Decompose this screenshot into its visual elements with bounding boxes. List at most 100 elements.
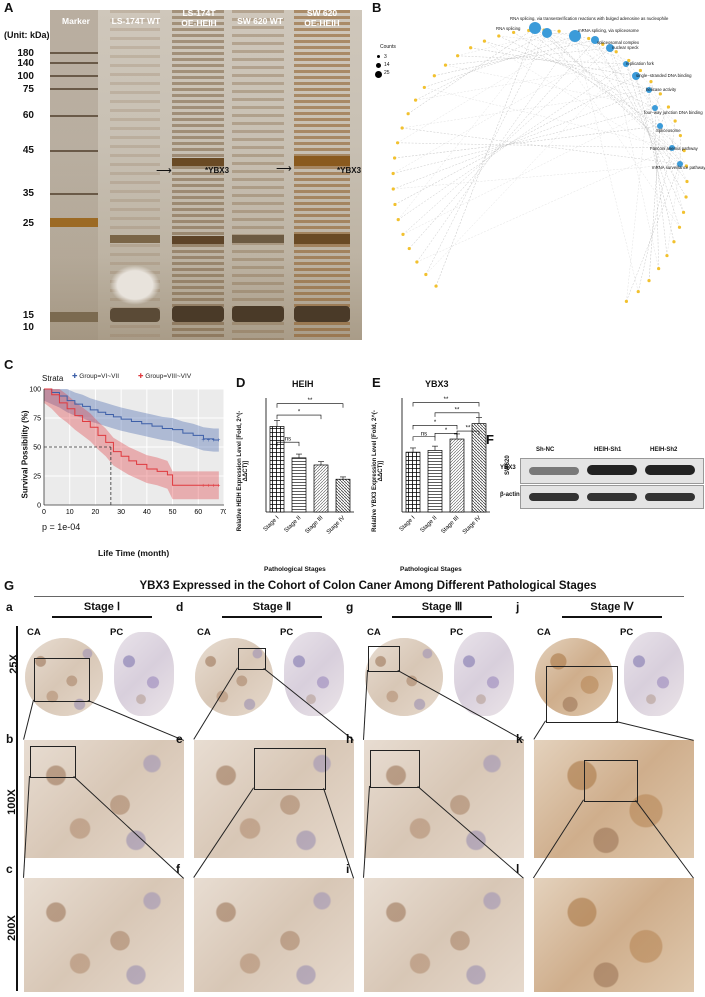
- term-node: [669, 145, 675, 151]
- wb-cell-line: SW620: [505, 455, 511, 475]
- panel-g-label: G: [4, 578, 15, 593]
- network-edge: [397, 35, 576, 143]
- term-node: [623, 61, 629, 67]
- network-edge: [434, 39, 596, 76]
- sublabel-6: g: [346, 600, 354, 614]
- tissue-100x-4: [534, 740, 694, 858]
- sublabel-0: a: [6, 600, 13, 614]
- network-edge: [666, 163, 681, 256]
- sig-label: **: [444, 397, 449, 403]
- gene-node: [432, 74, 436, 78]
- silver-stain-gel: Marker LS-174T WT LS-174T OE-HEIH SW 620 …: [50, 10, 362, 340]
- gene-node: [456, 54, 460, 58]
- gene-node: [401, 232, 405, 236]
- network-edge: [543, 29, 650, 91]
- term-node: [652, 105, 658, 111]
- bar-0: [405, 451, 421, 513]
- mw-25: 25: [22, 218, 34, 229]
- gene-node: [685, 179, 689, 184]
- tissue-200x-1: [24, 878, 184, 992]
- lane-label-4: SW 620 OE-HEIH: [304, 10, 340, 28]
- stage-4-underline: [562, 616, 662, 618]
- zoom-box-100x-1: [30, 746, 76, 778]
- network-edge: [394, 125, 661, 159]
- mag-divider: [16, 626, 18, 991]
- network-edge: [408, 27, 536, 114]
- term-node: [632, 72, 640, 80]
- gene-node: [406, 112, 410, 116]
- mw-15: 15: [22, 310, 34, 321]
- panel-c-label: C: [4, 357, 14, 372]
- survival-ylabel: Survival Possibility (%): [20, 410, 30, 499]
- mw-10: 10: [22, 322, 34, 333]
- network-edge: [393, 107, 656, 174]
- title-rule: [34, 596, 684, 597]
- mw-35: 35: [22, 188, 34, 199]
- sig-label: *: [434, 420, 437, 426]
- mw-140: 140: [17, 58, 34, 69]
- ca-label-4: CA: [537, 627, 551, 638]
- network-edge: [393, 89, 650, 190]
- network-edge: [513, 32, 661, 127]
- gene-node: [415, 260, 419, 264]
- bar-0: [269, 426, 285, 513]
- bar-2: [449, 438, 465, 513]
- gene-node: [601, 42, 605, 46]
- sublabel-2: c: [6, 862, 13, 876]
- stage-3-underline: [392, 616, 492, 618]
- sublabel-9: j: [516, 600, 520, 614]
- lane-label-marker: Marker: [62, 16, 90, 26]
- lane-sw620-wt: [232, 10, 284, 340]
- stage-4-label: Stage Ⅳ: [590, 601, 634, 613]
- tissue-100x-3: [364, 740, 524, 858]
- network-edge: [626, 163, 681, 302]
- lane-label-3: SW 620 WT: [237, 16, 283, 26]
- network-edge: [402, 107, 656, 235]
- gene-node: [684, 164, 688, 168]
- term-node: [529, 22, 541, 34]
- term-label-1: RNA splicing: [496, 26, 521, 31]
- gene-node: [482, 39, 487, 43]
- sublabel-4: e: [176, 732, 183, 746]
- ybx3-bar-chart: Stage I Stage II Stage III Stage IVns******…: [399, 397, 490, 536]
- tissue-100x-1: [24, 740, 184, 858]
- km-xtick: 10: [66, 509, 74, 516]
- stage-2-label: Stage Ⅱ: [252, 601, 292, 613]
- km-ytick: 0: [37, 503, 41, 510]
- sublabel-1: b: [6, 732, 14, 746]
- km-xtick: 0: [42, 509, 46, 516]
- network-edge: [457, 55, 627, 65]
- bar-xtick: Stage I: [399, 515, 417, 533]
- network-edge: [625, 63, 687, 167]
- network-edge: [402, 47, 611, 235]
- term-label-5: replication fork: [626, 61, 654, 66]
- sig-label: ns: [421, 431, 427, 437]
- network-edge: [402, 127, 681, 165]
- panel-e-label: E: [372, 375, 381, 390]
- gene-node: [407, 246, 411, 251]
- network-edge: [445, 64, 656, 109]
- network-edge: [671, 120, 676, 149]
- censor-mark: +: [207, 483, 211, 489]
- counts-legend-3: 3: [384, 54, 387, 60]
- wb-col-3: HEIH-Sh2: [650, 447, 678, 453]
- censor-mark: +: [212, 438, 216, 444]
- term-node: [646, 87, 652, 93]
- strata-label: Strata: [42, 374, 64, 383]
- survival-xlabel: Life Time (month): [98, 548, 170, 558]
- gene-node: [677, 225, 682, 229]
- tissue-200x-4: [534, 878, 694, 992]
- network-edge: [625, 63, 680, 228]
- tissue-core-pc-2: [284, 632, 344, 716]
- gene-node: [665, 253, 669, 258]
- censor-mark: +: [201, 438, 205, 444]
- network-edge: [609, 47, 661, 94]
- tissue-200x-2: [194, 878, 354, 992]
- gene-node: [512, 30, 516, 35]
- sig-label: ns: [285, 437, 291, 443]
- sig-label: **: [466, 426, 471, 432]
- network-edge: [457, 32, 548, 56]
- term-label-9: Spliceosome: [656, 128, 681, 133]
- panel-f-label: F: [486, 432, 494, 447]
- marker-lane: [50, 10, 98, 340]
